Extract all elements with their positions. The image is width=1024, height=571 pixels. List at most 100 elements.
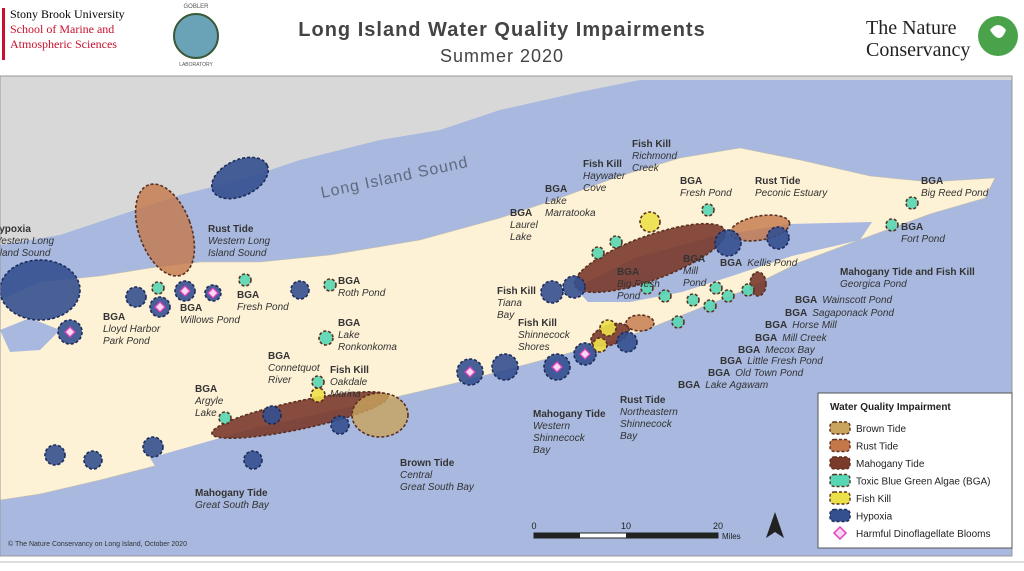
label-place: Big Reed Pond: [921, 188, 989, 199]
label-place: Laurel: [510, 220, 539, 231]
label-place: Bay: [533, 445, 551, 456]
lab-logo-text: LABORATORY: [179, 62, 213, 68]
legend-label: Fish Kill: [856, 494, 891, 505]
legend-label: Toxic Blue Green Algae (BGA): [856, 477, 991, 488]
legend-swatch: [829, 456, 851, 470]
label-kind: BGA: [901, 222, 923, 233]
label-kind: BGA: [237, 290, 259, 301]
label-place: Richmond: [632, 151, 677, 162]
label-place: Creek: [632, 163, 660, 174]
impairment-area: [741, 283, 755, 297]
impairment-area: [125, 286, 147, 308]
label-place: Great South Bay: [195, 500, 270, 511]
label-kind: Rust Tide: [755, 176, 801, 187]
lab-logo-text: GOBLER: [183, 4, 209, 10]
label-place: Lake: [338, 330, 360, 341]
label-place: Little Fresh Pond: [747, 356, 823, 367]
label-place: Bay: [620, 431, 638, 442]
label-place: Lloyd Harbor: [103, 324, 161, 335]
label-kind: BGA: [708, 368, 730, 379]
label-place: Roth Pond: [338, 288, 386, 299]
label-place: Tiana: [497, 298, 522, 309]
label-place: Western Long: [208, 236, 271, 247]
label-kind: Brown Tide: [400, 458, 455, 469]
legend-label: Rust Tide: [856, 442, 899, 453]
credit: © The Nature Conservancy on Long Island,…: [8, 540, 187, 548]
lab-logo: [173, 13, 219, 59]
label-place: River: [268, 375, 292, 386]
label-kind: BGA: [738, 345, 760, 356]
label-kind: BGA: [720, 356, 742, 367]
legend-label: Brown Tide: [856, 424, 906, 435]
impairment-area: [609, 235, 623, 249]
legend-swatch: [829, 508, 851, 523]
label-kind: BGA: [338, 276, 360, 287]
label-place: Fort Pond: [901, 234, 945, 245]
impairment-area: [330, 415, 350, 435]
label-kind: BGA: [678, 380, 700, 391]
conservancy-name: The Nature: [866, 17, 957, 39]
label-kind: Mahogany Tide: [195, 488, 268, 499]
label-kind: Fish Kill: [518, 318, 557, 329]
impairment-area: [290, 280, 310, 300]
label-place: Sagaponack Pond: [812, 308, 894, 319]
label-place: Pond: [617, 291, 641, 302]
impairment-area: [640, 281, 654, 295]
label-kind: Rust Tide: [620, 395, 666, 406]
impairment-area: [83, 450, 103, 470]
legend-swatch: [832, 525, 848, 541]
impairment-area: [709, 281, 723, 295]
frame: [0, 75, 1013, 557]
label-place: Shinnecock: [533, 433, 586, 444]
label-place: Argyle: [194, 396, 224, 407]
impairment-area: [0, 259, 81, 321]
label-place: Park Pond: [103, 336, 150, 347]
hab-marker: [579, 348, 591, 360]
impairment-area: [491, 353, 519, 381]
label-kind: Fish Kill: [583, 159, 622, 170]
label-kind: BGA: [510, 208, 532, 219]
impairment-area: [592, 337, 608, 353]
label-kind: BGA: [755, 333, 777, 344]
conservancy-name: Conservancy: [866, 39, 970, 61]
impairment-area: [323, 278, 337, 292]
impairment-area: [766, 226, 790, 250]
label-place: Mill: [683, 266, 699, 277]
legend-title: Water Quality Impairment: [830, 402, 951, 413]
impairment-area: [318, 330, 334, 346]
label-place: Western: [533, 421, 570, 432]
label-kind: Fish Kill: [330, 365, 369, 376]
impairment-area: [599, 319, 617, 337]
label-kind: BGA: [103, 312, 125, 323]
impairment-area: [658, 289, 672, 303]
impairment-area: [671, 315, 685, 329]
impairment-area: [714, 229, 742, 257]
label-kind: BGA: [921, 176, 943, 187]
label-place: Lake: [545, 196, 567, 207]
impairment-area: [134, 183, 196, 277]
label-place: Big Fresh: [617, 279, 660, 290]
hab-marker: [464, 366, 476, 378]
impairment-area: [591, 246, 605, 260]
impairment-area: [701, 203, 715, 217]
label-place: Mecox Bay: [765, 345, 815, 356]
impairment-area: [639, 211, 661, 233]
hab-marker: [154, 301, 166, 313]
impairment-area: [686, 293, 700, 307]
legend-swatch: [829, 473, 851, 488]
label-place: Marina: [330, 389, 361, 400]
label-kind: Fish Kill: [632, 139, 671, 150]
hab-marker: [551, 361, 563, 373]
label-place: Island Sound: [0, 248, 51, 259]
hab-marker: [179, 285, 191, 297]
impairment-area: [44, 444, 66, 466]
hab-marker: [207, 287, 219, 299]
impairment-area: [562, 275, 586, 299]
impairment-area: [210, 156, 270, 200]
label-place: Ronkonkoma: [338, 342, 397, 353]
label-place: Shinnecock: [518, 330, 571, 341]
hab-marker: [64, 326, 76, 338]
label-place: Fresh Pond: [237, 302, 289, 313]
scale-label: 10: [621, 521, 631, 531]
